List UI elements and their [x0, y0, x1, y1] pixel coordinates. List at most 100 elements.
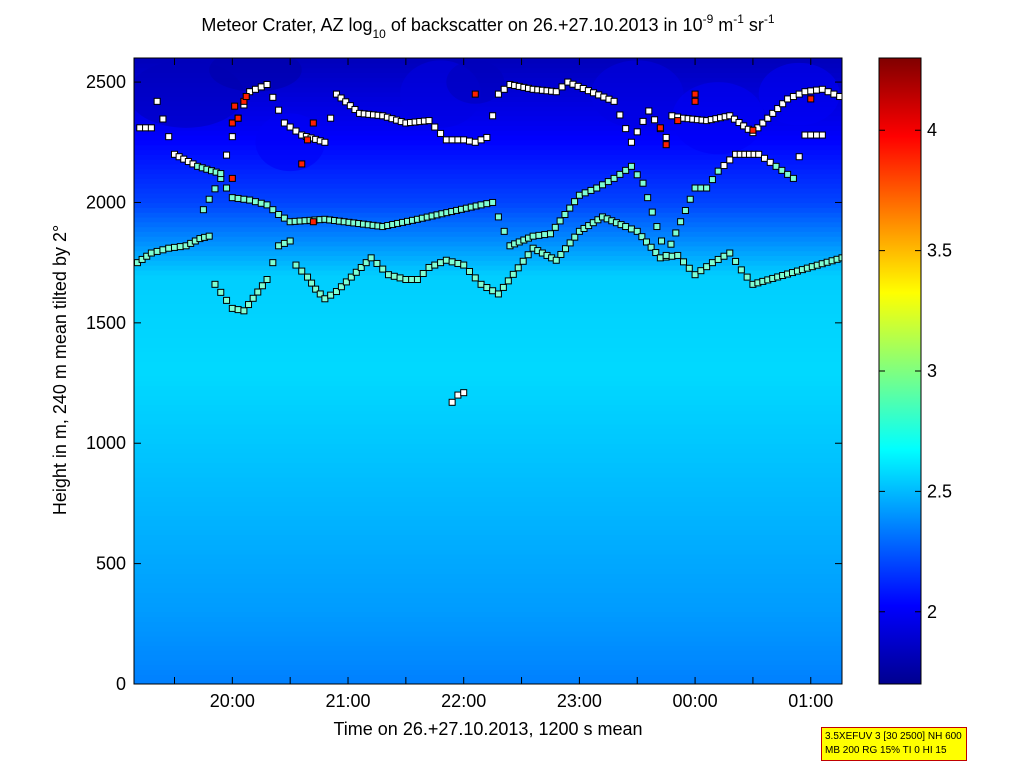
heat-band — [134, 472, 842, 478]
heat-band — [134, 346, 842, 353]
layer-marker — [249, 294, 257, 302]
layer-marker — [658, 237, 666, 245]
layer-marker — [437, 259, 445, 267]
layer-marker — [159, 246, 167, 254]
layer-marker — [759, 119, 767, 127]
chart-title: Meteor Crater, AZ log10 of backscatter o… — [201, 12, 775, 41]
layer-marker — [352, 268, 360, 276]
high-value-marker — [674, 117, 682, 125]
layer-marker — [471, 274, 479, 282]
heat-band — [134, 597, 842, 603]
layer-marker — [708, 259, 716, 267]
heat-band — [134, 154, 842, 160]
colorbar — [878, 57, 922, 685]
layer-marker — [743, 273, 751, 281]
layer-marker — [280, 119, 288, 127]
layer-marker — [504, 277, 512, 285]
layer-marker — [159, 115, 167, 123]
heat-band — [134, 366, 842, 372]
heat-band — [134, 250, 842, 257]
layer-marker — [514, 264, 522, 272]
layer-marker — [714, 167, 722, 175]
layer-marker — [610, 97, 618, 105]
heat-band — [134, 452, 842, 459]
layer-marker — [170, 243, 178, 251]
heat-band — [134, 130, 842, 136]
layer-marker — [633, 128, 641, 136]
layer-marker — [552, 88, 560, 96]
layer-marker — [610, 174, 618, 182]
layer-marker — [205, 195, 213, 203]
layer-marker — [477, 280, 485, 288]
layer-marker — [807, 87, 815, 95]
layer-marker — [551, 223, 559, 231]
layer-marker — [566, 239, 574, 247]
layer-marker — [714, 255, 722, 263]
layer-marker — [337, 283, 345, 291]
heat-band — [134, 279, 842, 285]
layer-marker — [275, 242, 283, 250]
heat-band — [134, 289, 842, 295]
y-tick-label: 500 — [96, 554, 126, 574]
layer-marker — [686, 195, 694, 203]
layer-marker — [448, 398, 456, 406]
heat-band — [134, 106, 842, 112]
layer-marker — [604, 178, 612, 186]
heat-band — [134, 207, 842, 213]
layer-marker — [312, 285, 320, 293]
high-value-marker — [231, 102, 239, 110]
layer-marker — [275, 211, 283, 218]
heat-band — [134, 221, 842, 228]
layer-marker — [373, 259, 381, 267]
heat-band — [134, 549, 842, 555]
layer-marker — [332, 90, 340, 98]
heat-band — [134, 414, 842, 420]
layer-marker — [246, 196, 254, 204]
heat-band — [134, 659, 842, 666]
layer-marker — [813, 86, 821, 94]
layer-marker — [784, 95, 792, 103]
heat-band — [134, 159, 842, 165]
layer-marker — [327, 291, 335, 299]
heat-band — [134, 645, 842, 651]
high-value-marker — [242, 93, 250, 101]
layer-marker — [677, 218, 685, 226]
heat-band — [134, 481, 842, 488]
layer-marker — [477, 136, 485, 144]
heat-band — [134, 390, 842, 396]
heat-band — [134, 399, 842, 406]
heat-band — [134, 231, 842, 237]
layer-marker — [483, 284, 491, 292]
layer-marker — [824, 88, 832, 96]
layer-marker — [818, 85, 826, 93]
layer-marker — [258, 282, 266, 290]
layer-marker — [286, 237, 294, 245]
layer-marker — [477, 201, 485, 209]
layer-marker — [499, 283, 507, 291]
dark-region — [255, 113, 325, 172]
y-tick-label: 0 — [116, 674, 126, 694]
layer-marker — [408, 276, 416, 284]
layer-marker — [662, 133, 670, 141]
layer-marker — [413, 276, 421, 284]
layer-marker — [519, 257, 527, 265]
layer-marker — [228, 133, 236, 141]
heat-band — [134, 635, 842, 642]
high-value-marker — [298, 160, 306, 168]
layer-marker — [292, 127, 300, 135]
layer-marker — [639, 117, 647, 125]
layer-marker — [147, 124, 155, 132]
layer-marker — [546, 230, 554, 238]
layer-marker — [726, 156, 734, 164]
layer-marker — [642, 238, 650, 246]
layer-marker — [667, 240, 675, 248]
layer-marker — [351, 106, 359, 114]
layer-marker — [396, 274, 404, 282]
layer-marker — [622, 166, 630, 174]
layer-marker — [766, 158, 774, 166]
layer-marker — [269, 93, 277, 101]
layer-marker — [419, 269, 427, 277]
y-tick-label: 1000 — [86, 433, 126, 453]
heat-band — [134, 255, 842, 261]
